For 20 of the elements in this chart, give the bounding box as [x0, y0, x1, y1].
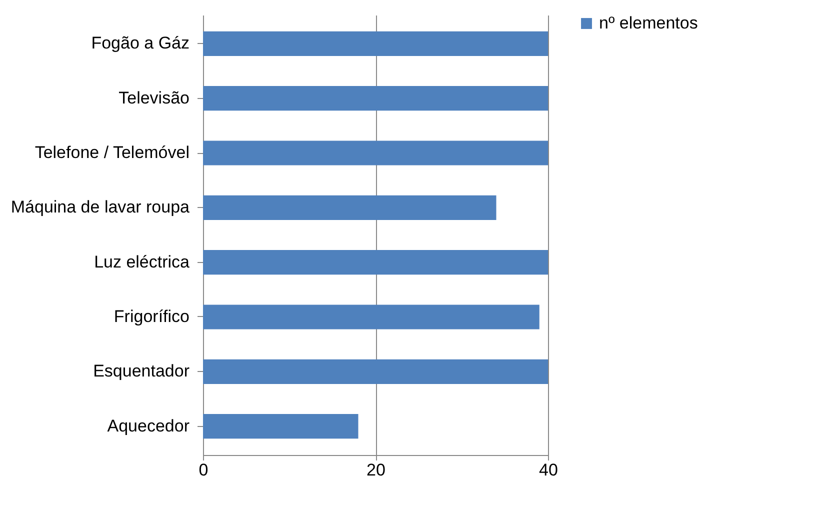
bar: [203, 140, 548, 166]
y-tick-label: Luz eléctrica: [94, 252, 190, 272]
bar: [203, 359, 548, 384]
y-tick-label: Frigorífico: [114, 306, 190, 326]
bar: [203, 304, 540, 330]
bar: [203, 250, 548, 275]
x-tick-label: 40: [539, 460, 558, 480]
bar: [203, 195, 496, 220]
x-tick-label: 0: [198, 460, 208, 480]
y-tick-label: Telefone / Telemóvel: [34, 143, 190, 162]
bar: [203, 86, 548, 111]
y-tick-label: Aquecedor: [107, 416, 190, 436]
legend-label: nº elementos: [599, 14, 698, 32]
bar: [203, 414, 358, 439]
x-tick-label: 20: [366, 460, 386, 480]
y-tick-label: Televisão: [118, 88, 190, 108]
bar: [203, 31, 548, 56]
y-tick-label: Esquentador: [93, 362, 190, 381]
y-tick-label: Máquina de lavar roupa: [10, 198, 190, 217]
y-tick-label: Fogão a Gáz: [91, 34, 190, 53]
